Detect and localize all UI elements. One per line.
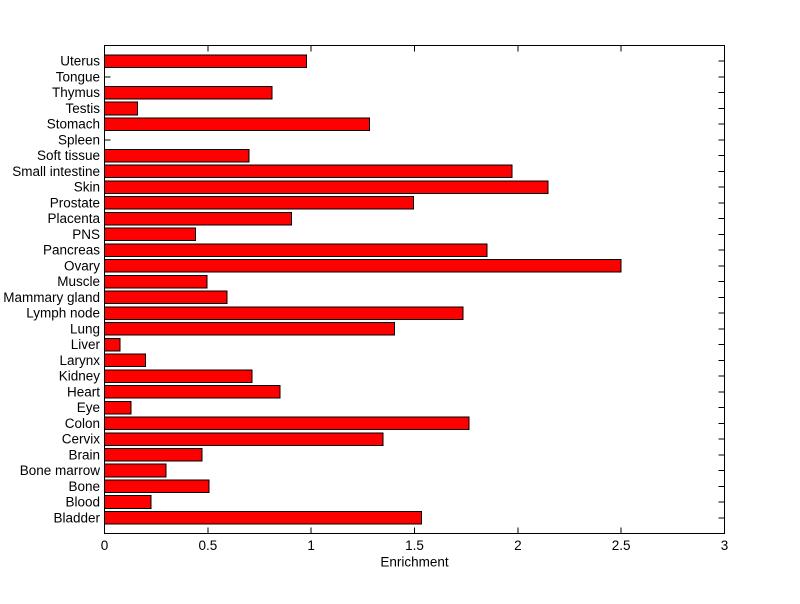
svg-text:Pancreas: Pancreas xyxy=(43,243,100,258)
svg-text:Stomach: Stomach xyxy=(47,117,100,132)
svg-text:Kidney: Kidney xyxy=(59,369,101,384)
svg-text:0.5: 0.5 xyxy=(198,538,217,553)
svg-text:Mammary gland: Mammary gland xyxy=(3,290,100,305)
svg-text:2.5: 2.5 xyxy=(612,538,631,553)
svg-text:Enrichment: Enrichment xyxy=(380,555,449,570)
svg-text:Bladder: Bladder xyxy=(53,510,100,525)
svg-text:2: 2 xyxy=(514,538,522,553)
svg-text:Cervix: Cervix xyxy=(62,432,101,447)
svg-text:Bone: Bone xyxy=(68,479,100,494)
svg-text:Testis: Testis xyxy=(65,101,100,116)
svg-text:Lymph node: Lymph node xyxy=(26,306,100,321)
svg-text:Brain: Brain xyxy=(68,447,100,462)
svg-text:3: 3 xyxy=(721,538,729,553)
svg-text:1.5: 1.5 xyxy=(405,538,424,553)
svg-text:Liver: Liver xyxy=(71,337,101,352)
svg-text:Tongue: Tongue xyxy=(56,69,100,84)
svg-text:Spleen: Spleen xyxy=(58,132,100,147)
svg-text:Placenta: Placenta xyxy=(47,211,100,226)
svg-text:PNS: PNS xyxy=(72,227,100,242)
svg-text:Thymus: Thymus xyxy=(52,85,100,100)
svg-text:Prostate: Prostate xyxy=(50,195,100,210)
svg-text:Blood: Blood xyxy=(65,495,100,510)
svg-text:Larynx: Larynx xyxy=(59,353,100,368)
svg-text:Colon: Colon xyxy=(65,416,100,431)
svg-text:Lung: Lung xyxy=(70,321,100,336)
svg-text:Heart: Heart xyxy=(67,384,100,399)
svg-text:0: 0 xyxy=(101,538,109,553)
svg-text:Uterus: Uterus xyxy=(60,54,100,69)
svg-text:Eye: Eye xyxy=(77,400,100,415)
svg-text:Muscle: Muscle xyxy=(57,274,100,289)
svg-text:Soft tissue: Soft tissue xyxy=(37,148,100,163)
svg-text:Small intestine: Small intestine xyxy=(12,164,100,179)
svg-text:1: 1 xyxy=(307,538,315,553)
svg-text:Bone marrow: Bone marrow xyxy=(20,463,101,478)
svg-text:Skin: Skin xyxy=(74,180,100,195)
svg-text:Ovary: Ovary xyxy=(64,258,100,273)
